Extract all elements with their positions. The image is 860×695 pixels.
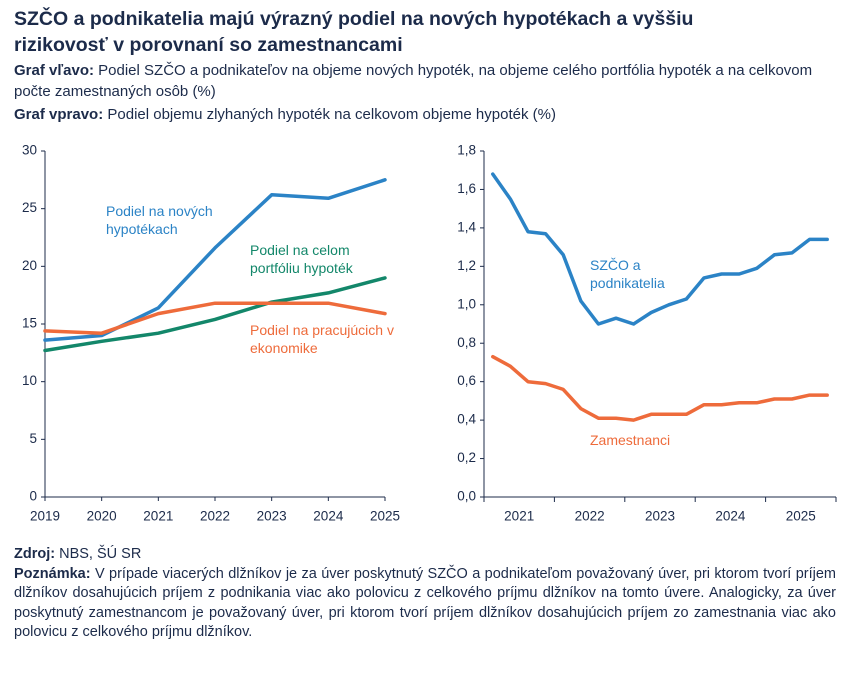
y-tick-label: 1,6 xyxy=(457,181,476,196)
source-label: Zdroj: xyxy=(14,546,56,562)
line xyxy=(43,301,387,335)
x-tick-label: 2019 xyxy=(30,509,60,524)
series-label: Podiel na pracujúcich v ekonomike xyxy=(250,322,394,356)
x-tick-label: 2021 xyxy=(504,509,534,524)
y-tick-label: 0,2 xyxy=(457,450,476,465)
note-text: V prípade viacerých dlžníkov je za úver … xyxy=(14,565,837,641)
line xyxy=(491,354,829,422)
line xyxy=(43,178,387,342)
y-tick-label: 20 xyxy=(22,258,37,273)
source-text: NBS, ŠÚ SR xyxy=(59,546,142,562)
note-label: Poznámka: xyxy=(14,565,91,582)
x-tick-label: 2023 xyxy=(257,509,287,524)
series-label: SZČO a podnikatelia xyxy=(590,257,665,291)
x-tick-label: 2024 xyxy=(715,509,746,524)
y-tick-label: 30 xyxy=(22,143,37,158)
y-tick-label: 25 xyxy=(22,200,37,215)
subtitle: Graf vpravo: Podiel objemu zlyhaných hyp… xyxy=(14,104,844,125)
line xyxy=(491,172,829,326)
subtitle-text: Podiel SZČO a podnikateľov na objeme nov… xyxy=(14,62,813,100)
subtitle-text: Podiel objemu zlyhaných hypoték na celko… xyxy=(107,106,556,123)
x-tick-label: 2023 xyxy=(645,509,675,524)
source: Zdroj: NBS, ŠÚ SR xyxy=(14,545,836,565)
series-label: Podiel na nových hypotékach xyxy=(106,203,213,237)
x-tick-label: 2022 xyxy=(200,509,230,524)
subtitle-label: Graf vľavo: xyxy=(14,62,94,79)
y-tick-label: 0,0 xyxy=(457,489,476,504)
x-tick-label: 2024 xyxy=(313,509,344,524)
title: SZČO a podnikatelia majú výrazný podiel … xyxy=(14,8,694,56)
y-tick-label: 0,6 xyxy=(457,373,476,388)
y-tick-label: 1,0 xyxy=(457,296,476,311)
x-tick-label: 2022 xyxy=(575,509,605,524)
y-tick-label: 0,4 xyxy=(457,412,476,427)
x-tick-label: 2020 xyxy=(87,509,117,524)
x-tick-label: 2025 xyxy=(786,509,816,524)
y-tick-label: 0 xyxy=(29,489,37,504)
y-tick-label: 1,2 xyxy=(457,258,476,273)
line xyxy=(43,276,387,353)
subtitle: Graf vľavo: Podiel SZČO a podnikateľov n… xyxy=(14,60,844,102)
subtitle-label: Graf vpravo: xyxy=(14,106,104,123)
y-tick-label: 15 xyxy=(22,316,37,331)
y-tick-label: 0,8 xyxy=(457,335,476,350)
y-tick-label: 1,8 xyxy=(457,143,476,158)
y-tick-label: 5 xyxy=(29,431,37,446)
series-label: Podiel na celom portfóliu hypoték xyxy=(250,242,353,276)
footer: Zdroj: NBS, ŠÚ SR Poznámka: V prípade vi… xyxy=(14,545,836,643)
y-tick-label: 10 xyxy=(22,373,37,388)
note: Poznámka: V prípade viacerých dlžníkov j… xyxy=(14,565,836,643)
y-tick-label: 1,4 xyxy=(457,219,476,234)
series-label: Zamestnanci xyxy=(590,432,671,448)
x-tick-label: 2021 xyxy=(143,509,173,524)
x-tick-label: 2025 xyxy=(370,509,400,524)
